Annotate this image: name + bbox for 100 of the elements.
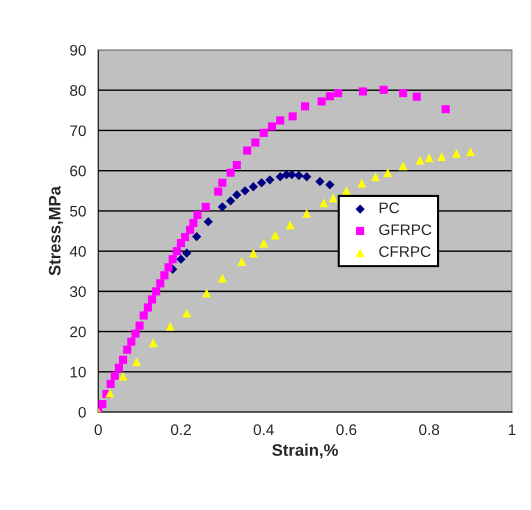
x-tick-label: 0.2: [170, 424, 191, 436]
point: [140, 311, 148, 320]
point: [182, 308, 192, 318]
point: [302, 208, 312, 218]
point: [218, 274, 227, 282]
point: [286, 220, 295, 230]
point: [259, 238, 268, 248]
point: [325, 180, 334, 190]
point: [380, 86, 388, 94]
point: [437, 152, 446, 161]
y-tick-label: 10: [70, 366, 86, 378]
point: [276, 116, 284, 124]
legend-label: GFRPC: [379, 224, 432, 236]
point: [202, 202, 210, 211]
point: [383, 168, 392, 178]
point: [265, 175, 275, 185]
point: [202, 288, 212, 298]
y-tick-label: 70: [70, 125, 86, 136]
point: [294, 170, 304, 180]
x-tick-label: 1: [508, 424, 516, 435]
point: [251, 138, 260, 147]
point: [370, 172, 380, 182]
point: [237, 257, 246, 266]
x-tick-label: 0.8: [419, 424, 440, 436]
point: [156, 279, 164, 288]
point: [270, 230, 280, 240]
point: [268, 122, 276, 130]
point: [172, 247, 181, 256]
point: [226, 168, 235, 177]
point: [357, 178, 366, 188]
y-tick-label: 90: [70, 44, 86, 56]
point: [232, 161, 241, 170]
x-tick-label: 0.6: [336, 424, 356, 436]
point: [192, 232, 202, 242]
point: [342, 186, 351, 196]
point: [214, 188, 222, 196]
point: [240, 186, 250, 196]
y-tick-label: 50: [70, 206, 86, 217]
point: [302, 172, 312, 182]
point: [119, 356, 128, 364]
point: [160, 271, 168, 280]
point: [232, 190, 242, 200]
point: [319, 198, 328, 208]
y-tick-label: 30: [70, 286, 86, 298]
point: [315, 176, 325, 186]
legend-label: PC: [380, 202, 400, 214]
point: [399, 88, 408, 98]
point: [276, 172, 285, 182]
point: [416, 156, 424, 165]
y-tick-label: 60: [70, 166, 86, 176]
point: [358, 87, 368, 96]
point: [131, 330, 140, 338]
point: [412, 92, 421, 101]
point: [318, 97, 326, 106]
x-axis-title: Strain,%: [272, 444, 338, 458]
point: [110, 372, 119, 380]
point: [398, 161, 408, 170]
point: [168, 255, 177, 264]
point: [218, 202, 227, 212]
point: [301, 102, 310, 110]
point: [204, 217, 213, 226]
point: [260, 128, 268, 137]
point: [181, 233, 190, 242]
point: [326, 92, 334, 100]
point: [106, 380, 115, 388]
point: [164, 263, 173, 272]
y-tick-label: 40: [70, 246, 86, 257]
point: [176, 254, 186, 264]
point: [123, 346, 132, 354]
point: [144, 303, 152, 312]
point: [248, 182, 258, 192]
point: [248, 248, 258, 258]
point: [334, 88, 342, 98]
point: [148, 295, 156, 304]
point: [257, 178, 266, 188]
point: [328, 194, 338, 202]
point: [98, 400, 106, 408]
y-tick-label: 20: [70, 326, 86, 338]
point: [127, 338, 136, 346]
x-tick-label: 0.4: [254, 424, 274, 436]
legend-label: CFRPC: [379, 246, 431, 258]
point: [243, 146, 252, 155]
point: [166, 322, 175, 331]
point: [424, 153, 434, 162]
point: [152, 287, 160, 296]
x-tick-label: 0: [94, 424, 102, 436]
y-tick-label: 80: [70, 85, 86, 96]
point: [136, 322, 144, 330]
point: [226, 196, 236, 206]
point: [132, 357, 142, 366]
point: [442, 105, 450, 114]
point: [114, 364, 123, 372]
point: [182, 248, 192, 258]
point: [148, 338, 158, 348]
y-tick-label: 0: [78, 406, 86, 418]
point: [466, 147, 475, 156]
y-axis-title: Stress,MPa: [48, 186, 64, 276]
point: [288, 112, 297, 120]
point: [218, 178, 226, 187]
point: [193, 210, 202, 219]
